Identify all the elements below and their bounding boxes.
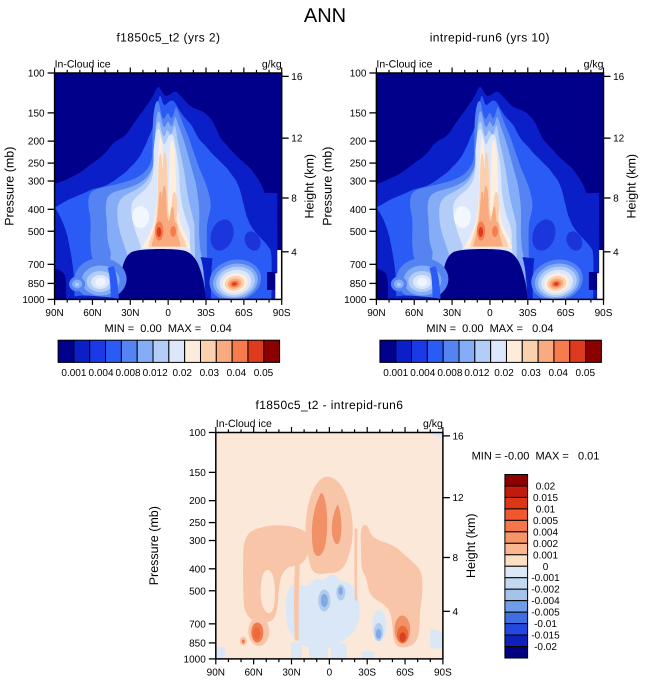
svg-text:Pressure (mb): Pressure (mb) [321,147,335,226]
svg-text:-0.001: -0.001 [531,573,560,584]
svg-text:f1850c5_t2 - intrepid-run6: f1850c5_t2 - intrepid-run6 [255,398,403,412]
svg-text:-0.02: -0.02 [534,642,557,653]
svg-text:g/kg: g/kg [423,418,443,430]
svg-text:Height (km): Height (km) [464,513,478,578]
svg-text:g/kg: g/kg [262,58,282,70]
svg-text:Height (km): Height (km) [303,154,317,219]
svg-text:In-Cloud ice: In-Cloud ice [55,58,111,70]
svg-text:-0.01: -0.01 [534,619,557,630]
svg-text:ANN: ANN [304,5,346,27]
svg-text:-0.004: -0.004 [531,596,560,607]
svg-text:-0.005: -0.005 [531,608,560,619]
svg-text:-0.015: -0.015 [531,631,560,642]
svg-text:0: 0 [543,562,549,573]
svg-text:Pressure (mb): Pressure (mb) [3,147,17,226]
svg-text:g/kg: g/kg [584,58,604,70]
svg-text:0.002: 0.002 [533,539,558,550]
svg-text:In-Cloud ice: In-Cloud ice [216,418,272,430]
svg-text:0.001: 0.001 [533,550,558,561]
svg-text:0.015: 0.015 [533,493,558,504]
svg-text:0.005: 0.005 [533,516,558,527]
svg-text:-0.002: -0.002 [531,585,560,596]
svg-text:MIN = 0.00 MAX = 0.04: MIN = 0.00 MAX = 0.04 [426,323,553,335]
svg-text:MIN = -0.00 MAX = 0.01: MIN = -0.00 MAX = 0.01 [472,451,600,463]
svg-text:0.004: 0.004 [533,527,558,538]
svg-text:Pressure (mb): Pressure (mb) [147,506,161,585]
svg-text:intrepid-run6 (yrs 10): intrepid-run6 (yrs 10) [430,31,550,45]
svg-text:0.01: 0.01 [536,504,556,515]
svg-text:In-Cloud ice: In-Cloud ice [376,58,432,70]
svg-text:f1850c5_t2 (yrs 2): f1850c5_t2 (yrs 2) [116,31,220,45]
svg-text:MIN = 0.00 MAX = 0.04: MIN = 0.00 MAX = 0.04 [105,323,232,335]
svg-text:0.02: 0.02 [536,482,556,493]
svg-text:Height (km): Height (km) [625,154,639,219]
